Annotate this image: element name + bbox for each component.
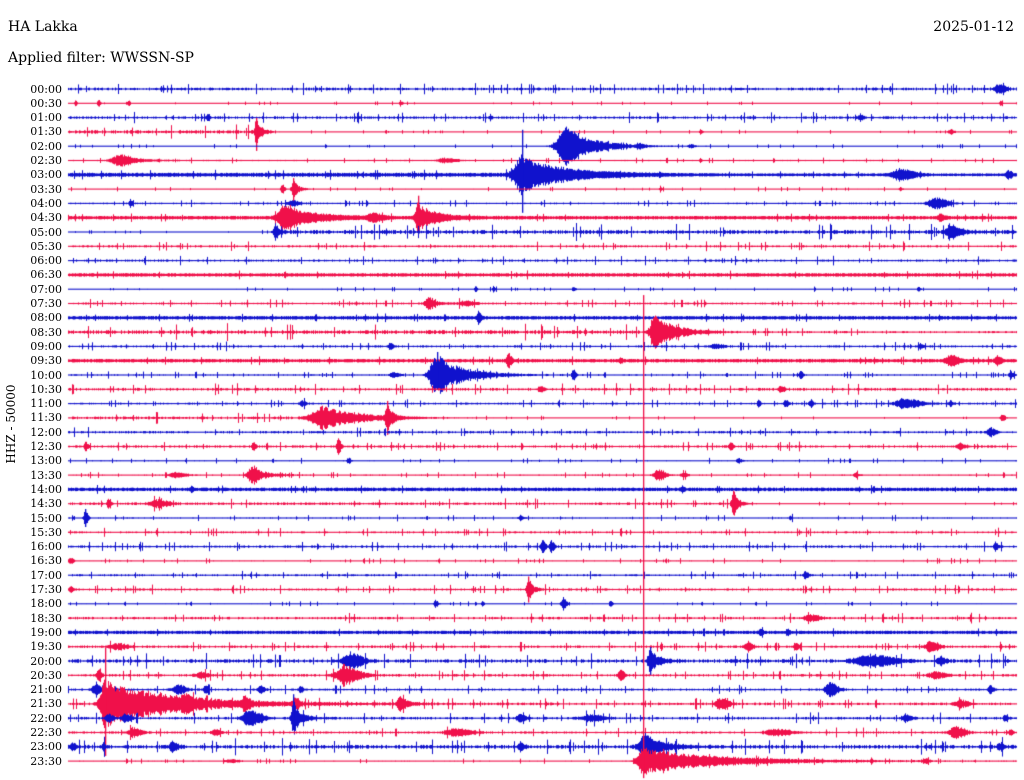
row-time-label: 20:30 xyxy=(30,668,62,682)
row-time-label: 22:00 xyxy=(30,711,62,725)
row-time-label: 16:00 xyxy=(30,540,62,554)
row-time-label: 19:00 xyxy=(30,625,62,639)
row-time-label: 08:30 xyxy=(30,325,62,339)
row-time-label: 18:30 xyxy=(30,611,62,625)
row-time-label: 07:00 xyxy=(30,282,62,296)
row-time-label: 17:00 xyxy=(30,568,62,582)
row-time-label: 03:00 xyxy=(30,168,62,182)
row-time-label: 15:00 xyxy=(30,511,62,525)
row-time-label: 12:30 xyxy=(30,440,62,453)
row-time-label: 14:30 xyxy=(30,497,62,511)
row-time-label: 13:30 xyxy=(30,468,62,482)
row-time-label: 06:00 xyxy=(30,254,62,268)
row-time-label: 09:00 xyxy=(30,339,62,353)
row-time-label: 01:00 xyxy=(30,111,62,125)
row-time-label: 08:00 xyxy=(30,311,62,325)
row-time-label: 20:00 xyxy=(30,654,62,668)
row-time-label: 11:30 xyxy=(30,411,62,425)
row-time-label: 10:30 xyxy=(30,382,62,396)
row-time-label: 04:00 xyxy=(30,196,62,210)
row-time-label: 02:00 xyxy=(30,139,62,153)
row-time-label: 03:30 xyxy=(30,182,62,196)
row-time-label: 14:00 xyxy=(30,482,62,496)
row-time-label: 10:00 xyxy=(30,368,62,382)
date-label: 2025-01-12 xyxy=(933,19,1014,35)
row-time-label: 16:30 xyxy=(30,554,62,568)
row-time-label: 02:30 xyxy=(30,154,62,167)
row-time-label: 05:00 xyxy=(30,225,62,239)
row-time-label: 15:30 xyxy=(30,525,62,539)
row-time-label: 13:00 xyxy=(30,454,62,468)
row-time-label: 23:30 xyxy=(30,754,62,768)
row-time-label: 18:00 xyxy=(30,597,62,611)
row-time-label: 23:00 xyxy=(30,740,62,754)
row-time-label: 17:30 xyxy=(30,583,62,596)
row-time-label: 00:30 xyxy=(30,96,62,110)
row-time-label: 01:30 xyxy=(30,125,62,139)
row-time-label: 00:00 xyxy=(30,82,62,96)
row-time-label: 12:00 xyxy=(30,425,62,439)
row-time-label: 04:30 xyxy=(30,211,62,225)
row-time-label: 09:30 xyxy=(30,354,62,368)
row-time-label: 21:00 xyxy=(30,683,62,697)
row-time-label: 06:30 xyxy=(30,268,62,282)
row-time-label: 05:30 xyxy=(30,239,62,253)
row-time-label: 11:00 xyxy=(30,397,62,411)
row-time-label: 19:30 xyxy=(30,640,62,654)
row-time-label: 21:30 xyxy=(30,697,62,711)
row-time-label: 22:30 xyxy=(30,726,62,739)
station-title: HA Lakka xyxy=(8,19,78,35)
filter-label: Applied filter: WWSSN-SP xyxy=(8,50,194,66)
row-time-label: 07:30 xyxy=(30,297,62,310)
